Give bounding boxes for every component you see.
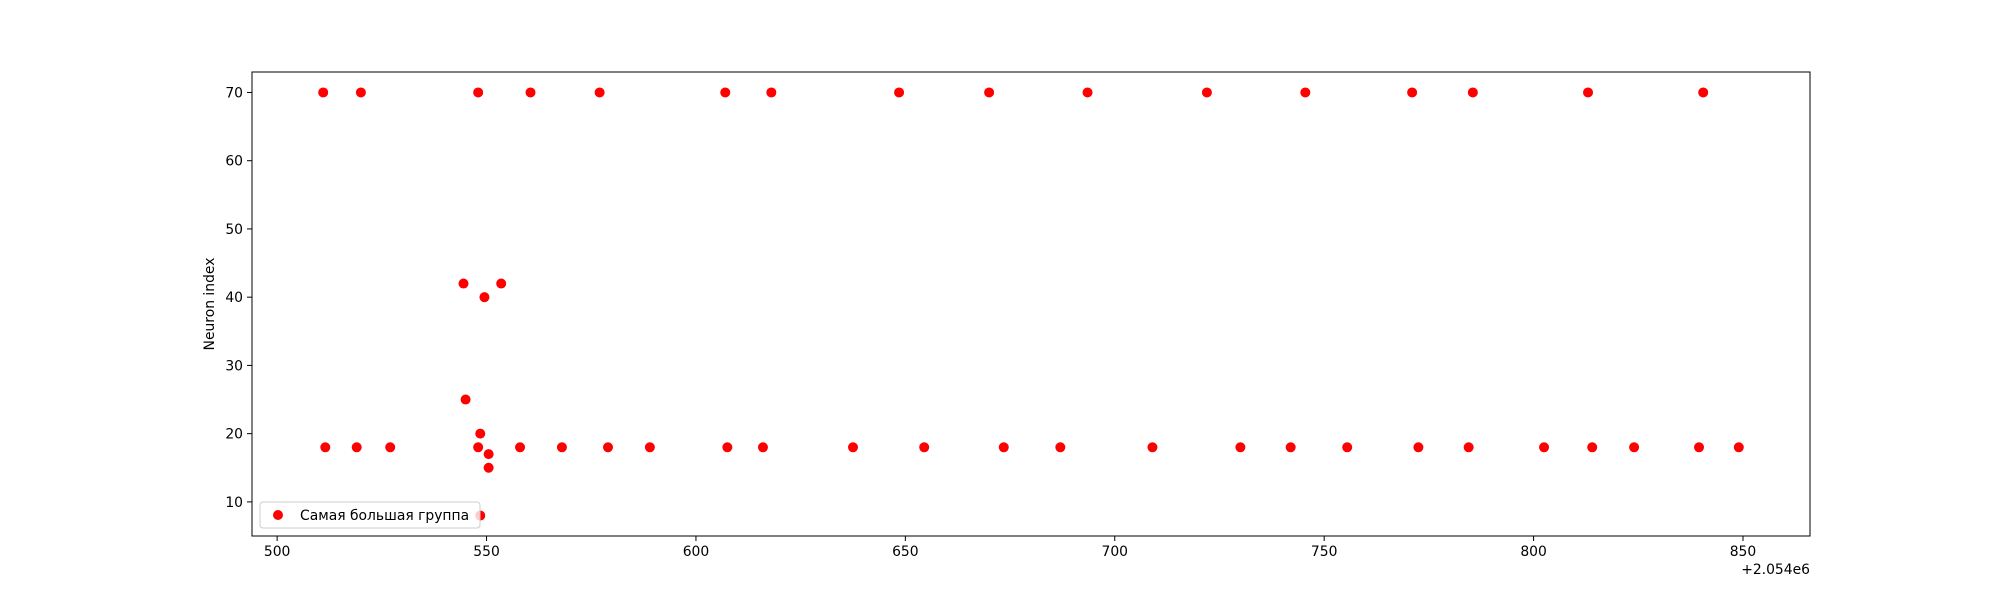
- data-point: [1342, 442, 1353, 453]
- legend-box: [259, 501, 481, 529]
- x-tick-label: 600: [683, 544, 710, 560]
- data-point: [998, 442, 1009, 453]
- data-point: [1147, 442, 1158, 453]
- data-point: [757, 442, 768, 453]
- legend-marker: [273, 510, 283, 520]
- data-point: [720, 87, 731, 98]
- data-point: [1539, 442, 1550, 453]
- data-point: [848, 442, 859, 453]
- x-axis-offset-label: +2.054e6: [1741, 562, 1810, 578]
- data-point: [483, 462, 494, 473]
- data-point: [602, 442, 613, 453]
- data-point: [1694, 442, 1705, 453]
- y-tick-label: 50: [225, 222, 243, 238]
- data-point: [1629, 442, 1640, 453]
- data-point: [722, 442, 733, 453]
- data-point: [473, 87, 484, 98]
- data-point: [515, 442, 526, 453]
- data-point: [483, 449, 494, 460]
- data-point: [1407, 87, 1418, 98]
- y-tick-label: 60: [225, 154, 243, 170]
- data-point: [1467, 87, 1478, 98]
- data-point: [460, 394, 471, 405]
- x-tick-label: 850: [1730, 544, 1757, 560]
- x-tick-label: 750: [1311, 544, 1338, 560]
- data-point: [894, 87, 905, 98]
- x-tick-label: 800: [1520, 544, 1547, 560]
- legend-entry-label: Самая большая группа: [300, 508, 469, 524]
- data-point: [1698, 87, 1709, 98]
- data-point: [766, 87, 777, 98]
- data-point: [919, 442, 930, 453]
- data-point: [1413, 442, 1424, 453]
- data-point: [318, 87, 329, 98]
- data-point: [644, 442, 655, 453]
- data-point: [475, 428, 486, 439]
- x-tick-label: 650: [892, 544, 919, 560]
- data-point: [1300, 87, 1311, 98]
- data-point: [984, 87, 995, 98]
- data-point: [1583, 87, 1594, 98]
- legend: Самая большая группа: [259, 501, 481, 529]
- y-tick-label: 30: [225, 358, 243, 374]
- data-point: [479, 292, 490, 303]
- x-tick-label: 550: [473, 544, 500, 560]
- data-point: [1201, 87, 1212, 98]
- y-tick-label: 40: [225, 290, 243, 306]
- data-point: [473, 442, 484, 453]
- data-point: [556, 442, 567, 453]
- y-axis-label: Neuron index: [202, 258, 218, 351]
- plot-frame: [251, 71, 1811, 537]
- y-tick-label: 70: [225, 85, 243, 101]
- data-point: [1235, 442, 1246, 453]
- data-point: [525, 87, 536, 98]
- x-tick-label: 700: [1102, 544, 1129, 560]
- y-tick-label: 20: [225, 427, 243, 443]
- data-point: [594, 87, 605, 98]
- data-point: [1285, 442, 1296, 453]
- data-point: [1055, 442, 1066, 453]
- data-point: [458, 278, 469, 289]
- data-point: [1733, 442, 1744, 453]
- data-point: [1587, 442, 1598, 453]
- x-tick-label: 500: [264, 544, 291, 560]
- data-point: [355, 87, 366, 98]
- data-point: [1082, 87, 1093, 98]
- data-point: [496, 278, 507, 289]
- y-tick-label: 10: [225, 495, 243, 511]
- data-points: [318, 87, 1744, 521]
- data-point: [1463, 442, 1474, 453]
- data-point: [320, 442, 331, 453]
- x-axis: 500 550 600 650 700 750 800 850: [264, 536, 1756, 560]
- data-point: [351, 442, 362, 453]
- data-point: [385, 442, 396, 453]
- y-axis: 10 20 30 40 50 60 70: [225, 85, 252, 511]
- plot-area: [251, 71, 1811, 537]
